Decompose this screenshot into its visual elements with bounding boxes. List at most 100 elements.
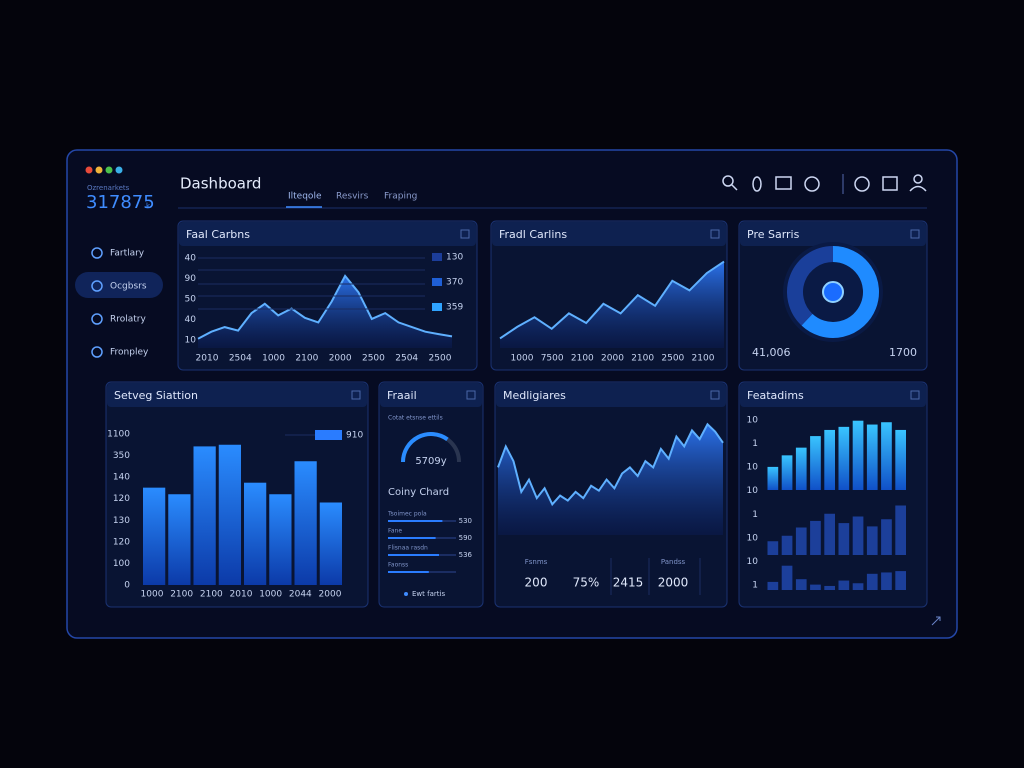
- x-label: 1000: [262, 354, 285, 364]
- panel-title: Pre Sarris: [747, 228, 800, 241]
- y-label: 350: [113, 451, 130, 461]
- menu-icon: [91, 280, 103, 292]
- panel-title: Fradl Carlins: [499, 228, 567, 241]
- x-label: 2504: [395, 354, 418, 364]
- menu-item[interactable]: Fartlary: [110, 249, 145, 259]
- panel-menu[interactable]: [910, 229, 920, 239]
- panel-menu[interactable]: [710, 390, 720, 400]
- panel-menu[interactable]: [460, 229, 470, 239]
- x-label: 2100: [295, 354, 318, 364]
- y-label: 90: [185, 274, 197, 284]
- bar: [824, 513, 835, 555]
- y-label: 120: [113, 537, 130, 547]
- line: [499, 260, 725, 340]
- legend-label: 370: [446, 278, 463, 288]
- bar: [218, 444, 241, 585]
- heading: Coiny Chard: [388, 487, 449, 498]
- bar: [168, 494, 191, 585]
- bar: [781, 455, 793, 490]
- row-value: 530: [459, 517, 472, 525]
- panel-header: [740, 222, 926, 246]
- x-label: 2100: [571, 354, 594, 364]
- legend-label: 130: [446, 253, 463, 263]
- row-label: Tsoimec pola: [387, 511, 427, 518]
- tab[interactable]: Resvirs: [336, 192, 369, 202]
- legend-label: 359: [446, 303, 463, 313]
- panel-header: [107, 383, 367, 407]
- x-label: 1000: [259, 590, 282, 600]
- panel-title: Medligiares: [503, 389, 566, 402]
- panel-menu[interactable]: [710, 229, 720, 239]
- panel-header: [380, 383, 482, 407]
- dot: [115, 166, 123, 174]
- stat-label: Pandss: [661, 558, 686, 566]
- bar: [852, 516, 864, 555]
- panel-menu[interactable]: [466, 390, 476, 400]
- donut-slice: [787, 246, 834, 326]
- area: [498, 424, 723, 535]
- x-label: 2000: [329, 354, 352, 364]
- menu-item[interactable]: Fronpley: [110, 348, 149, 358]
- dot: [95, 166, 103, 174]
- y-label: 40: [185, 315, 197, 325]
- donut-slice: [801, 246, 879, 338]
- panel-header: [740, 383, 926, 407]
- bar: [319, 502, 342, 585]
- row-value: 590: [459, 534, 472, 542]
- y-label: 10: [747, 416, 759, 426]
- bar: [781, 565, 793, 590]
- x-label: 2100: [692, 354, 715, 364]
- menu-item[interactable]: Ocgbsrs: [110, 282, 147, 292]
- tab[interactable]: Fraping: [384, 192, 417, 202]
- bar: [824, 429, 835, 490]
- bar: [866, 573, 878, 590]
- bar: [838, 523, 850, 555]
- dot: [105, 166, 113, 174]
- resize-icon: [931, 616, 941, 626]
- panel-title: Setveg Siattion: [114, 389, 198, 402]
- bar: [269, 494, 292, 585]
- progress-bar: [388, 554, 439, 556]
- bar: [781, 535, 793, 555]
- y-label: 10: [747, 557, 759, 567]
- bar: [866, 424, 878, 490]
- x-label: 2504: [229, 354, 252, 364]
- x-label: 2000: [319, 590, 342, 600]
- x-label: 1000: [141, 590, 164, 600]
- bar: [767, 541, 779, 555]
- bar: [852, 420, 864, 490]
- legend-swatch: [432, 303, 442, 311]
- stat-value: 200: [525, 576, 548, 590]
- bar: [810, 520, 821, 555]
- x-label: 2500: [362, 354, 385, 364]
- menu-item[interactable]: Rrolatry: [110, 315, 147, 325]
- gauge-value: [401, 432, 449, 463]
- legend-swatch: [315, 430, 342, 440]
- bar: [852, 583, 864, 590]
- y-label: 50: [185, 295, 197, 305]
- panel-menu[interactable]: [910, 390, 920, 400]
- area: [500, 261, 724, 348]
- tab[interactable]: Ilteqole: [288, 192, 322, 202]
- bar: [795, 527, 807, 555]
- stat-value: 2415: [613, 576, 644, 590]
- donut-core: [822, 281, 844, 303]
- y-label: 10: [185, 336, 197, 346]
- sidebar-value: 317875: [86, 192, 155, 213]
- row-label: Flisnaa rasdn: [388, 545, 428, 552]
- y-label: 10: [747, 533, 759, 543]
- y-label: 120: [113, 494, 130, 504]
- y-label: 10: [747, 486, 759, 496]
- panel-menu[interactable]: [351, 390, 361, 400]
- y-label: 100: [113, 559, 130, 569]
- panel-title: Faal Carbns: [186, 228, 250, 241]
- menu-icon: [91, 313, 103, 325]
- y-label: 40: [185, 254, 197, 264]
- x-label: 2500: [661, 354, 684, 364]
- bar: [838, 426, 850, 490]
- x-label: 2010: [230, 590, 253, 600]
- toolbar[interactable]: [722, 174, 927, 194]
- stat-value: 2000: [658, 576, 689, 590]
- bar: [767, 466, 779, 490]
